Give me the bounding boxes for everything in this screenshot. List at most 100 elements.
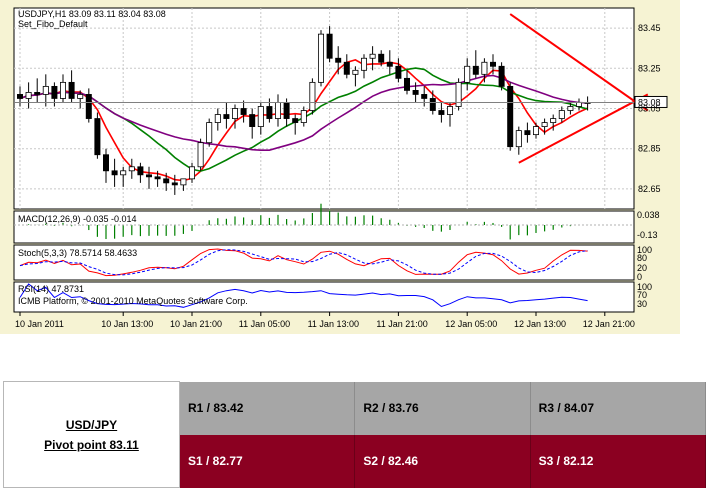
candle-body [412, 90, 419, 95]
x-tick-label: 10 Jan 21:00 [170, 319, 222, 329]
candle-body [223, 114, 230, 119]
candle-body [309, 81, 316, 111]
x-tick-label: 11 Jan 21:00 [376, 319, 427, 329]
candle-body [550, 118, 557, 123]
resistance-row: USD/JPY Pivot point 83.11 R1 / 83.42 R2 … [3, 381, 707, 488]
rsi-label: RSI(14) 47.8731 [18, 284, 84, 294]
candle-body [94, 118, 101, 156]
pivot-point: Pivot point 83.11 [44, 437, 139, 452]
x-tick-label: 11 Jan 13:00 [308, 319, 359, 329]
candle-body [455, 81, 462, 107]
candle-body [188, 166, 195, 180]
candle-body [489, 61, 496, 67]
candle-body [446, 106, 453, 115]
macd-axis-bottom: -0.13 [637, 230, 658, 240]
candle-body [498, 65, 505, 87]
candle-body [576, 102, 583, 107]
candle-body [25, 92, 32, 99]
candle-body [403, 77, 410, 91]
candle-body [257, 106, 264, 127]
y-tick-label: 83.45 [638, 23, 661, 33]
stoch-axis-0: 0 [637, 272, 642, 282]
rsi-axis-70: 70 [637, 290, 647, 300]
candle-body [163, 178, 170, 184]
candle-body [231, 108, 238, 119]
candle-body [171, 182, 178, 186]
candle-body [395, 65, 402, 79]
candle-body [51, 85, 58, 99]
support-row: S1 / 82.77 S2 / 82.46 S3 / 82.12 [4, 434, 707, 488]
candle-body [266, 106, 273, 119]
stoch-signal-line [19, 249, 588, 276]
current-price-label: 83.08 [638, 97, 661, 107]
candle-body [507, 85, 514, 148]
candle-body [240, 108, 247, 115]
copyright-text: ICMB Platform, © 2001-2010 MetaQuotes So… [18, 296, 248, 306]
macd-axis-top: 0.038 [637, 210, 660, 220]
rsi-panel [13, 281, 635, 313]
candle-body [472, 65, 479, 75]
stoch-axis-100: 100 [637, 245, 652, 255]
candle-body [300, 110, 307, 123]
trendline-upper [509, 13, 649, 112]
x-tick-label: 11 Jan 05:00 [239, 319, 290, 329]
moving-average-line [19, 74, 588, 151]
candle-body [292, 118, 299, 123]
candle-body [197, 142, 204, 168]
macd-histogram [14, 203, 634, 240]
candle-body [464, 65, 471, 83]
candle-body [481, 61, 488, 75]
candle-body [137, 166, 144, 176]
s1-cell: S1 / 82.77 [179, 434, 356, 488]
candle-body [515, 130, 522, 148]
candle-body [60, 81, 67, 99]
candle-body [533, 126, 540, 136]
stoch-label: Stoch(5,3,3) 78.5714 58.4633 [18, 248, 137, 258]
candle-body [558, 110, 565, 119]
candle-body [438, 110, 445, 115]
pair-name: USD/JPY [65, 417, 118, 432]
candle-body [77, 94, 84, 99]
trendline-lower [518, 93, 649, 164]
candle-body [68, 81, 75, 99]
candle-body [154, 176, 161, 180]
y-tick-label: 83.05 [638, 104, 661, 114]
candle-body [111, 170, 118, 176]
candle-body [145, 174, 152, 178]
candle-body [343, 61, 350, 75]
candle-body [34, 92, 41, 95]
candle-body [524, 130, 531, 136]
candle-body [567, 106, 574, 111]
candle-body [103, 154, 110, 172]
candle-body [42, 85, 49, 95]
stoch-axis-80: 80 [637, 253, 647, 263]
macd-label: MACD(12,26,9) -0.035 -0.014 [18, 214, 137, 224]
macd-panel [13, 210, 635, 244]
y-tick-label: 83.25 [638, 63, 661, 73]
candle-body [128, 166, 135, 172]
s3-cell: S3 / 82.12 [530, 434, 707, 488]
candle-body [249, 114, 256, 127]
candle-body [120, 170, 127, 176]
x-tick-label: 10 Jan 2011 [15, 319, 64, 329]
candles [16, 26, 591, 195]
x-axis-ticks: 10 Jan 2011 10 Jan 13:00 10 Jan 21:00 11 Ja… [15, 312, 635, 329]
candle-body [386, 61, 393, 67]
chart-template-name: Set_Fibo_Default [18, 19, 88, 29]
candle-body [180, 178, 187, 186]
candle-body [283, 102, 290, 119]
x-tick-label: 12 Jan 05:00 [445, 319, 497, 329]
candle-body [274, 102, 281, 119]
rsi-polyline [19, 283, 588, 308]
y-tick-label: 82.85 [638, 144, 661, 154]
candle-body [326, 33, 333, 59]
candle-body [541, 122, 548, 127]
y-tick-label: 82.65 [638, 184, 661, 194]
chart-panel: 83.08 83.45 83.25 83.05 82.85 82.65 USDJPY,H… [0, 0, 680, 334]
stoch-panel [13, 244, 635, 281]
chart-symbol-line: USDJPY,H1 83.09 83.11 83.04 83.08 [18, 9, 166, 19]
trendlines [509, 13, 649, 164]
s2-cell: S2 / 82.46 [354, 434, 531, 488]
r3-cell: R3 / 84.07 [530, 381, 707, 435]
r2-cell: R2 / 83.76 [354, 381, 531, 435]
